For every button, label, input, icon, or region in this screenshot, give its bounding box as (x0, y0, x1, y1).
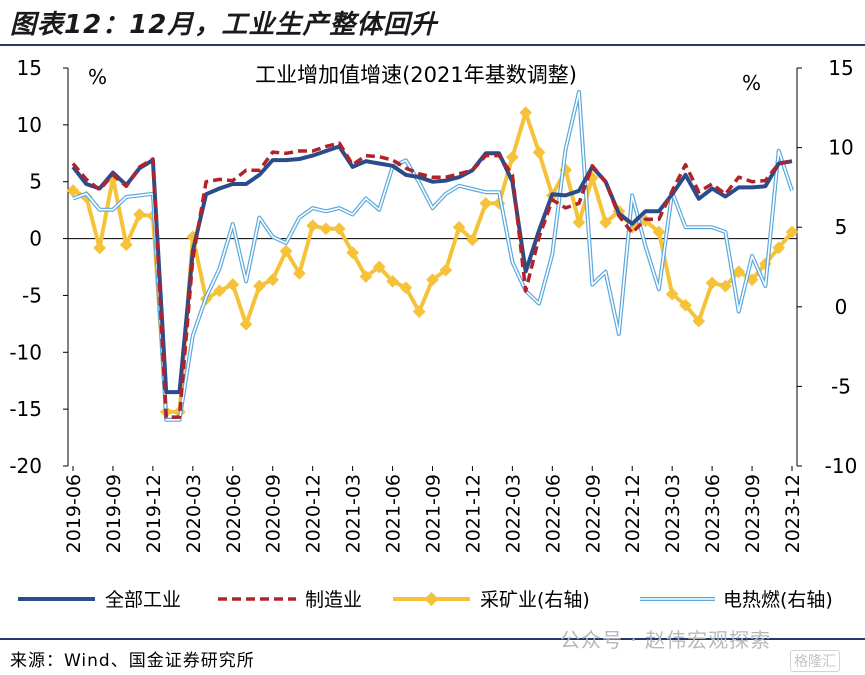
left-axis-unit: % (88, 65, 107, 89)
x-tick-label: 2022-12 (622, 474, 644, 553)
x-tick-label: 2021-09 (423, 474, 445, 553)
chart-legend: 全部工业 制造业 采矿业(右轴) 电热燃(右轴) (18, 589, 833, 611)
x-tick-label: 2020-06 (223, 474, 245, 553)
watermark-text: 公众号 · 赵伟宏观探索 (560, 628, 772, 652)
mining-point (213, 284, 226, 298)
legend-label: 全部工业 (105, 589, 181, 611)
x-tick-label: 2021-06 (383, 474, 405, 553)
total-industry-line (71, 144, 793, 395)
x-tick-label: 2023-06 (702, 474, 724, 553)
brand-logo: 格隆汇 (790, 650, 840, 672)
series-1 (71, 141, 793, 419)
left-tick-label: 0 (29, 227, 42, 251)
legend-label: 采矿业(右轴) (480, 589, 590, 611)
right-tick-label: 5 (835, 215, 848, 239)
mining-point (519, 106, 533, 119)
x-tick-label: 2020-12 (303, 474, 325, 553)
mining-point (292, 267, 306, 280)
x-tick-label: 2022-06 (542, 474, 564, 553)
mining-point (452, 220, 466, 234)
manufacturing-line (71, 141, 793, 419)
left-tick-label: -10 (9, 340, 42, 364)
mining-point (372, 260, 386, 274)
mining-point (412, 305, 426, 318)
line-chart: 15 10 5 0 -5 -10 -15 -20 15 10 5 0 -5 -10% % 工业增加值增速(20… (9, 56, 857, 611)
left-tick-label: -15 (9, 397, 42, 421)
mining-point (506, 150, 519, 164)
x-tick-label: 2021-03 (343, 474, 365, 553)
right-tick-label: 15 (828, 56, 853, 80)
left-tick-label: -5 (22, 283, 42, 307)
x-tick-label: 2019-12 (143, 474, 165, 553)
mining-point (226, 278, 240, 291)
legend-item: 制造业 (218, 589, 362, 611)
mining-point (399, 281, 413, 295)
mining-point (319, 222, 333, 236)
mining-point (386, 274, 399, 288)
mining-point (426, 273, 439, 287)
mining-point (279, 244, 293, 258)
left-tick-label: 15 (17, 56, 42, 80)
left-tick-label: 5 (29, 170, 42, 194)
bottom-divider (0, 638, 865, 640)
series-2 (66, 106, 799, 419)
mining-point (306, 219, 320, 232)
source-note: 来源：Wind、国金证券研究所 (10, 651, 255, 671)
legend-item: 电热燃(右轴) (640, 589, 833, 611)
series-layer (66, 89, 799, 422)
x-tick-label: 2019-09 (103, 474, 125, 553)
mining-point (359, 270, 373, 283)
legend-marker (424, 591, 439, 607)
x-tick-label: 2022-03 (502, 474, 524, 553)
x-tick-label: 2020-09 (263, 474, 285, 553)
mining-point (479, 196, 493, 210)
chart-axes: 15 10 5 0 -5 -10 -15 -20 15 10 5 0 -5 -10% % 工业增加值增速(20… (9, 56, 857, 553)
chart-title: 工业增加值增速(2021年基数调整) (255, 63, 577, 87)
legend-label: 制造业 (305, 589, 362, 611)
x-tick-label: 2023-09 (742, 474, 764, 553)
mining-point (466, 233, 479, 247)
right-tick-label: 0 (835, 295, 848, 319)
title-divider (0, 44, 865, 46)
legend-label: 电热燃(右轴) (723, 589, 833, 611)
legend-item: 采矿业(右轴) (393, 589, 590, 611)
mining-point (239, 317, 253, 331)
mining-point (133, 208, 146, 221)
mining-point (332, 222, 346, 236)
figure-title: 图表12：12月，工业生产整体回升 (10, 10, 438, 40)
mining-point (66, 184, 80, 197)
mining-point (532, 146, 546, 159)
x-tick-label: 2020-03 (183, 474, 205, 553)
right-tick-label: -5 (831, 374, 851, 398)
mining-point (253, 279, 266, 293)
mining-point (705, 276, 719, 290)
series-0 (71, 144, 793, 395)
left-tick-label: 10 (17, 113, 42, 137)
legend-item: 全部工业 (18, 589, 181, 611)
x-tick-label: 2023-12 (782, 474, 804, 553)
right-tick-label: -10 (825, 454, 858, 478)
x-tick-label: 2021-12 (462, 474, 484, 553)
mining-point (439, 263, 453, 277)
right-tick-label: 10 (828, 136, 853, 160)
mining-point (266, 273, 280, 287)
mining-point (119, 238, 133, 252)
x-tick-label: 2022-09 (582, 474, 604, 553)
mining-point (93, 241, 106, 255)
mining-point (572, 216, 586, 229)
right-axis-unit: % (742, 71, 761, 95)
mining-point (346, 246, 359, 260)
left-tick-label: -20 (9, 454, 42, 478)
x-tick-label: 2023-03 (662, 474, 684, 553)
x-tick-label: 2019-06 (63, 474, 85, 553)
